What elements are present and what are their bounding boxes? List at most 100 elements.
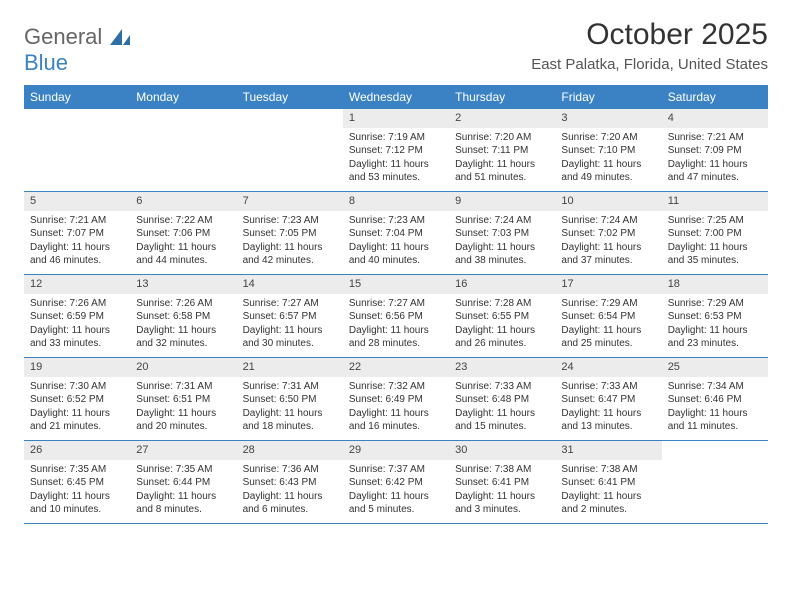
sunrise-text: Sunrise: 7:27 AM (349, 297, 443, 311)
day-content: Sunrise: 7:24 AMSunset: 7:03 PMDaylight:… (449, 214, 555, 268)
calendar-day-cell: 12Sunrise: 7:26 AMSunset: 6:59 PMDayligh… (24, 275, 130, 357)
day-number: 4 (662, 109, 768, 128)
sunset-text: Sunset: 7:07 PM (30, 227, 124, 241)
day-content: Sunrise: 7:31 AMSunset: 6:50 PMDaylight:… (237, 380, 343, 434)
day-content: Sunrise: 7:31 AMSunset: 6:51 PMDaylight:… (130, 380, 236, 434)
daylight-line1: Daylight: 11 hours (668, 324, 762, 338)
calendar-day-cell: 2Sunrise: 7:20 AMSunset: 7:11 PMDaylight… (449, 109, 555, 191)
day-number: 5 (24, 192, 130, 211)
daylight-line2: and 46 minutes. (30, 254, 124, 268)
day-content: Sunrise: 7:20 AMSunset: 7:11 PMDaylight:… (449, 131, 555, 185)
day-content: Sunrise: 7:24 AMSunset: 7:02 PMDaylight:… (555, 214, 661, 268)
daylight-line2: and 38 minutes. (455, 254, 549, 268)
day-content: Sunrise: 7:21 AMSunset: 7:07 PMDaylight:… (24, 214, 130, 268)
daylight-line2: and 47 minutes. (668, 171, 762, 185)
daylight-line2: and 18 minutes. (243, 420, 337, 434)
daylight-line1: Daylight: 11 hours (243, 407, 337, 421)
daylight-line1: Daylight: 11 hours (561, 158, 655, 172)
day-content: Sunrise: 7:19 AMSunset: 7:12 PMDaylight:… (343, 131, 449, 185)
calendar-day-cell: 3 Sunrise: 7:20 AMSunset: 7:10 PMDaylight… (555, 109, 661, 191)
weekday-header-row: SundayMondayTuesdayWednesdayThursdayFrid… (24, 85, 768, 109)
day-content: Sunrise: 7:22 AMSunset: 7:06 PMDaylight:… (130, 214, 236, 268)
daylight-line1: Daylight: 11 hours (30, 241, 124, 255)
daylight-line2: and 6 minutes. (243, 503, 337, 517)
sunrise-text: Sunrise: 7:30 AM (30, 380, 124, 394)
calendar-day-cell (237, 109, 343, 191)
calendar-day-cell: 14 Sunrise: 7:27 AMSunset: 6:57 PMDayligh… (237, 275, 343, 357)
weekday-header: Saturday (662, 85, 768, 109)
day-content: Sunrise: 7:38 AMSunset: 6:41 PMDaylight:… (449, 463, 555, 517)
daylight-line1: Daylight: 11 hours (455, 241, 549, 255)
sunrise-text: Sunrise: 7:29 AM (668, 297, 762, 311)
sunset-text: Sunset: 6:54 PM (561, 310, 655, 324)
month-title: October 2025 (531, 18, 768, 52)
sunrise-text: Sunrise: 7:20 AM (455, 131, 549, 145)
sunrise-text: Sunrise: 7:34 AM (668, 380, 762, 394)
calendar-week-row: 12Sunrise: 7:26 AMSunset: 6:59 PMDayligh… (24, 275, 768, 358)
calendar-day-cell: 15 Sunrise: 7:27 AMSunset: 6:56 PMDayligh… (343, 275, 449, 357)
sunrise-text: Sunrise: 7:35 AM (30, 463, 124, 477)
sunset-text: Sunset: 6:53 PM (668, 310, 762, 324)
sunset-text: Sunset: 6:45 PM (30, 476, 124, 490)
day-content: Sunrise: 7:29 AMSunset: 6:54 PMDaylight:… (555, 297, 661, 351)
daylight-line2: and 53 minutes. (349, 171, 443, 185)
day-content: Sunrise: 7:27 AMSunset: 6:57 PMDaylight:… (237, 297, 343, 351)
sunset-text: Sunset: 6:50 PM (243, 393, 337, 407)
sunset-text: Sunset: 6:41 PM (455, 476, 549, 490)
day-number: 30 (449, 441, 555, 460)
calendar-week-row: 26Sunrise: 7:35 AMSunset: 6:45 PMDayligh… (24, 441, 768, 524)
daylight-line1: Daylight: 11 hours (455, 324, 549, 338)
sunset-text: Sunset: 7:11 PM (455, 144, 549, 158)
day-number: 14 (237, 275, 343, 294)
day-content: Sunrise: 7:20 AMSunset: 7:10 PMDaylight:… (555, 131, 661, 185)
sunrise-text: Sunrise: 7:37 AM (349, 463, 443, 477)
weekday-header: Tuesday (237, 85, 343, 109)
day-number: 3 (555, 109, 661, 128)
daylight-line2: and 2 minutes. (561, 503, 655, 517)
day-number: 15 (343, 275, 449, 294)
daylight-line1: Daylight: 11 hours (668, 407, 762, 421)
day-content: Sunrise: 7:25 AMSunset: 7:00 PMDaylight:… (662, 214, 768, 268)
sunset-text: Sunset: 7:05 PM (243, 227, 337, 241)
calendar-day-cell (130, 109, 236, 191)
sunset-text: Sunset: 6:52 PM (30, 393, 124, 407)
daylight-line1: Daylight: 11 hours (30, 490, 124, 504)
sunrise-text: Sunrise: 7:33 AM (455, 380, 549, 394)
sunrise-text: Sunrise: 7:23 AM (349, 214, 443, 228)
brand-part2: Blue (24, 50, 68, 75)
sunset-text: Sunset: 7:00 PM (668, 227, 762, 241)
calendar-day-cell: 28Sunrise: 7:36 AMSunset: 6:43 PMDayligh… (237, 441, 343, 523)
calendar-day-cell: 30 Sunrise: 7:38 AMSunset: 6:41 PMDayligh… (449, 441, 555, 523)
calendar-week-row: 19 Sunrise: 7:30 AMSunset: 6:52 PM Dayligh… (24, 358, 768, 441)
sunset-text: Sunset: 7:10 PM (561, 144, 655, 158)
calendar-day-cell: 23Sunrise: 7:33 AMSunset: 6:48 PMDayligh… (449, 358, 555, 440)
sunset-text: Sunset: 6:44 PM (136, 476, 230, 490)
sunrise-text: Sunrise: 7:29 AM (561, 297, 655, 311)
day-content: Sunrise: 7:23 AMSunset: 7:05 PMDaylight:… (237, 214, 343, 268)
daylight-line2: and 35 minutes. (668, 254, 762, 268)
sunset-text: Sunset: 6:42 PM (349, 476, 443, 490)
day-number: 20 (130, 358, 236, 377)
day-content: Sunrise: 7:35 AMSunset: 6:44 PMDaylight:… (130, 463, 236, 517)
calendar-day-cell: 17Sunrise: 7:29 AMSunset: 6:54 PMDayligh… (555, 275, 661, 357)
calendar-day-cell: 6Sunrise: 7:22 AMSunset: 7:06 PMDaylight… (130, 192, 236, 274)
daylight-line2: and 20 minutes. (136, 420, 230, 434)
daylight-line1: Daylight: 11 hours (30, 324, 124, 338)
sunset-text: Sunset: 7:12 PM (349, 144, 443, 158)
daylight-line2: and 3 minutes. (455, 503, 549, 517)
sunset-text: Sunset: 6:46 PM (668, 393, 762, 407)
daylight-line2: and 15 minutes. (455, 420, 549, 434)
daylight-line1: Daylight: 11 hours (136, 407, 230, 421)
sunset-text: Sunset: 6:51 PM (136, 393, 230, 407)
daylight-line1: Daylight: 11 hours (668, 241, 762, 255)
day-number: 31 (555, 441, 661, 460)
daylight-line1: Daylight: 11 hours (243, 490, 337, 504)
sunset-text: Sunset: 6:49 PM (349, 393, 443, 407)
day-content: Sunrise: 7:35 AMSunset: 6:45 PMDaylight:… (24, 463, 130, 517)
calendar-week-row: 5 Sunrise: 7:21 AMSunset: 7:07 PMDaylight… (24, 192, 768, 275)
day-content: Sunrise: 7:27 AMSunset: 6:56 PMDaylight:… (343, 297, 449, 351)
daylight-line2: and 49 minutes. (561, 171, 655, 185)
brand-part1: General (24, 24, 102, 49)
day-number: 19 (24, 358, 130, 377)
day-number: 22 (343, 358, 449, 377)
